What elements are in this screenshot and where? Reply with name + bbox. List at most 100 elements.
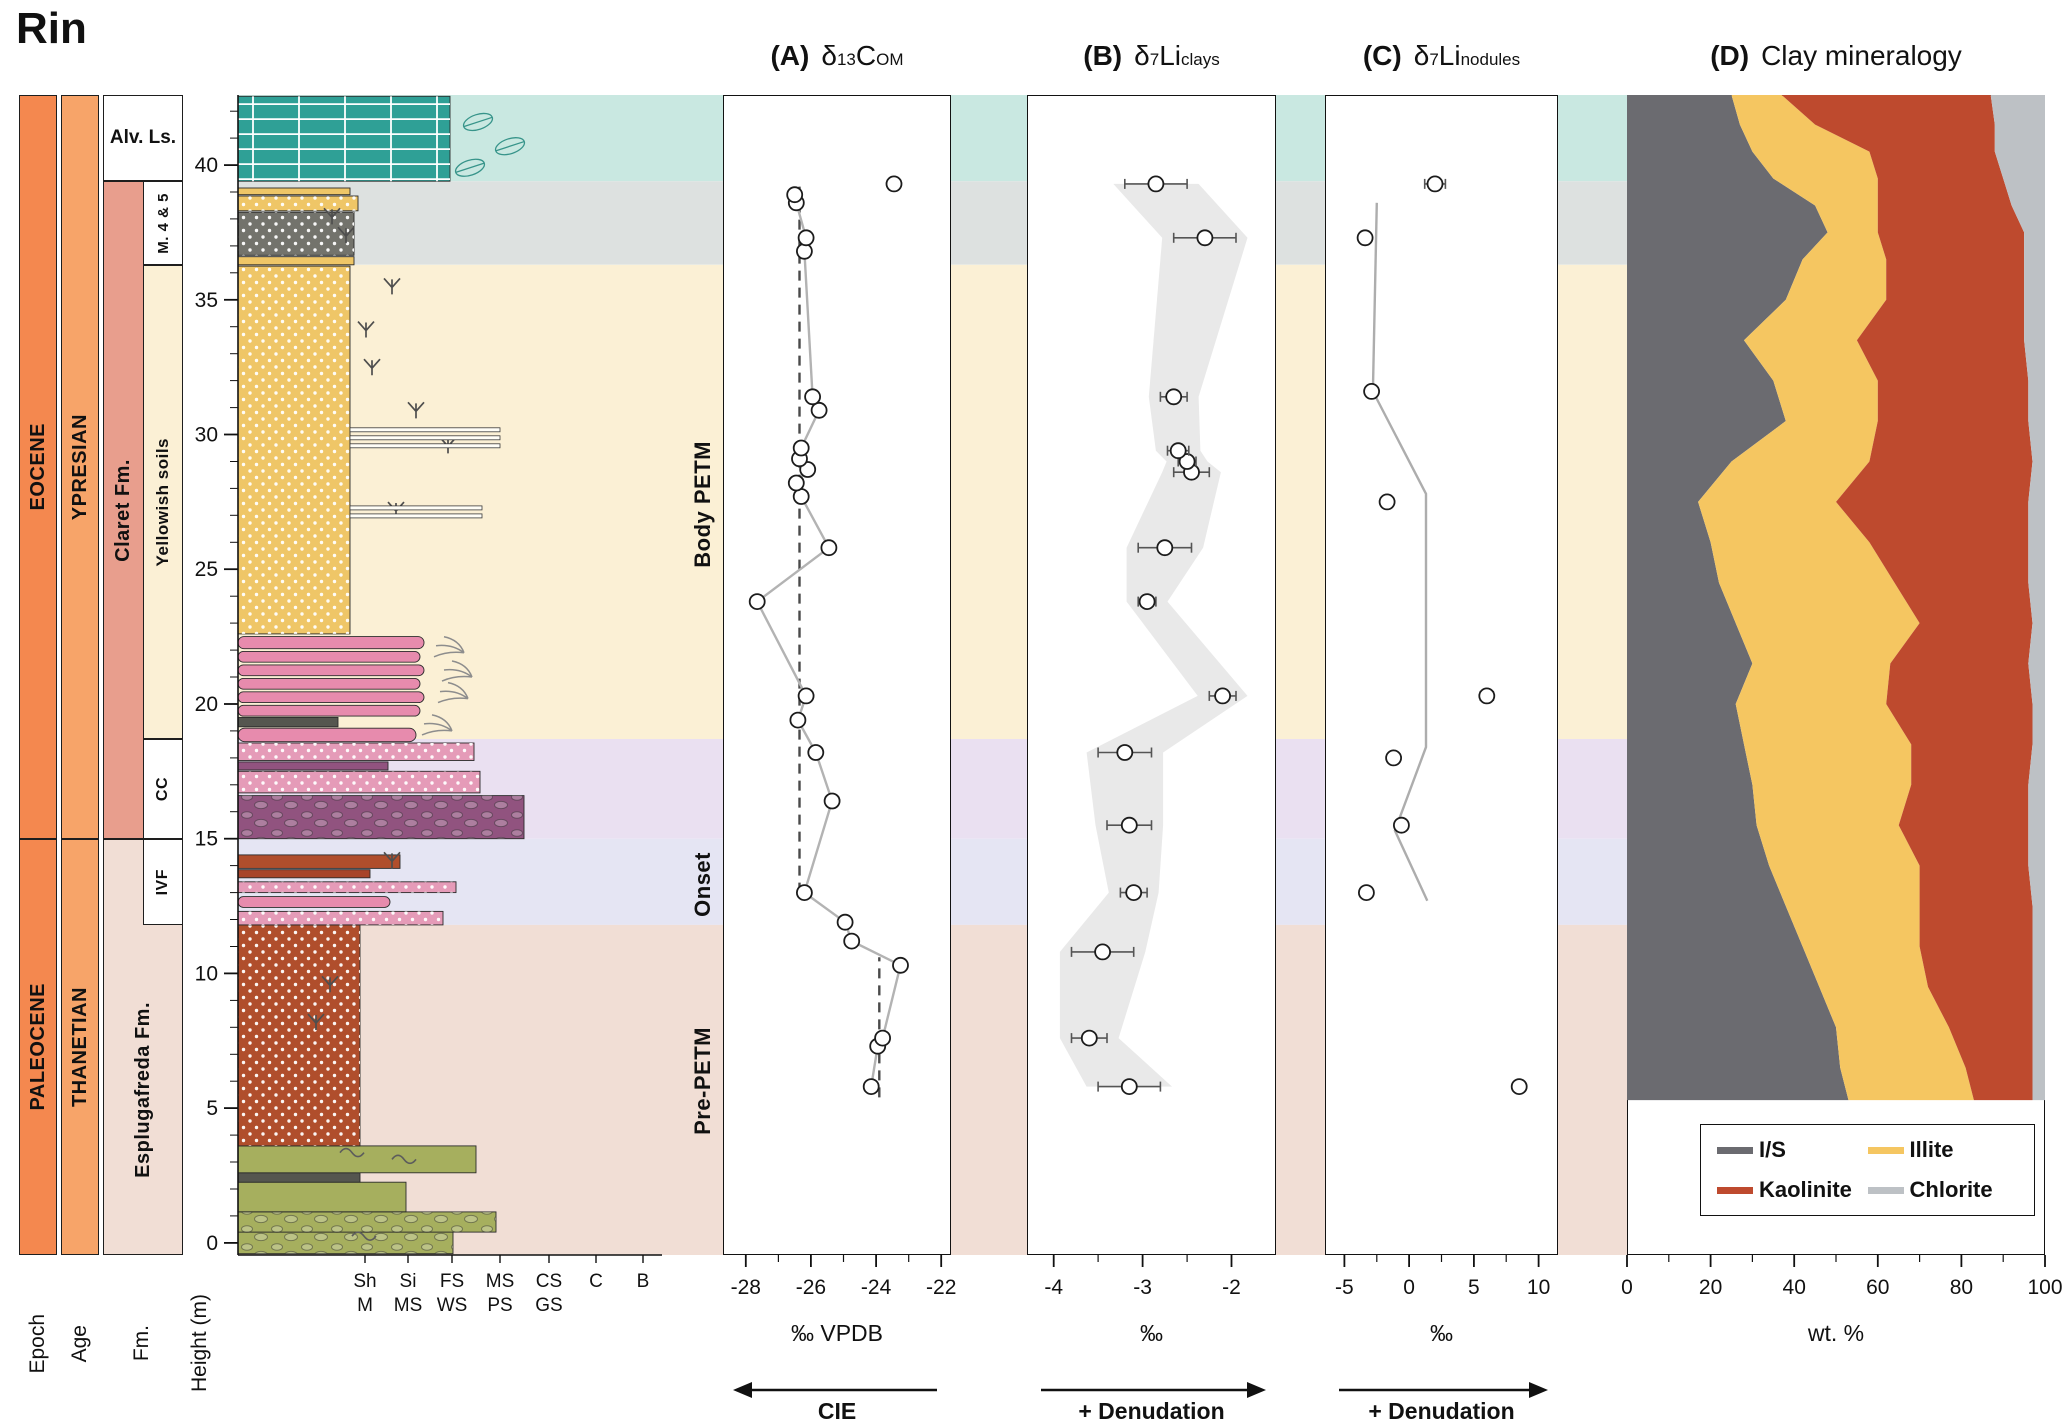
phase-body-petm-label: Body PETM <box>690 441 715 568</box>
member-cc-label: CC <box>154 776 171 802</box>
lith-unit <box>237 636 425 650</box>
plant-trace-icon <box>407 401 425 419</box>
grainsize-label: MS <box>486 1271 515 1292</box>
age-thanetian: THANETIAN <box>61 839 99 1255</box>
plant-trace-icon <box>337 226 355 244</box>
root-tube <box>349 513 483 519</box>
epoch-eocene-label: EOCENE <box>26 423 49 511</box>
legend-label-illite: Illite <box>1909 1137 1954 1162</box>
age-thanetian-label: THANETIAN <box>68 986 91 1108</box>
cie-arrow <box>733 1382 937 1398</box>
grainsize-label: MS <box>394 1295 423 1316</box>
panel-a-tick-label: -22 <box>926 1276 956 1299</box>
leaf-fossil-icon <box>494 137 526 156</box>
grainsize-label: PS <box>487 1295 512 1316</box>
lith-unit <box>237 761 389 771</box>
epoch-axis-caption-text: Epoch <box>26 1313 49 1374</box>
grainsize-label: Sh <box>353 1271 376 1292</box>
age-ypresian-label: YPRESIAN <box>68 413 91 521</box>
panel-c-tag: (C) <box>1362 40 1402 71</box>
panel-c-tick-label: -5 <box>1335 1276 1354 1299</box>
epoch-paleocene-label: PALEOCENE <box>26 983 49 1111</box>
epoch-eocene: EOCENE <box>19 95 57 839</box>
burrow-icon <box>391 1154 417 1165</box>
age-axis-caption-text: Age <box>68 1324 91 1363</box>
denudation-arrow-b <box>1041 1382 1266 1398</box>
formation-esplugafreda-label: Esplugafreda Fm. <box>131 1002 154 1178</box>
panel-b-delta: δ <box>1134 40 1150 71</box>
panel-c-tick-label: 0 <box>1403 1276 1415 1299</box>
lith-unit <box>237 704 421 717</box>
phase-pre-petm: Pre-PETM <box>684 961 722 1201</box>
denudation-arrow-label-c: + Denudation <box>1368 1398 1515 1424</box>
root-tube <box>349 435 501 441</box>
panel-a-axis-unit: ‰ VPDB <box>790 1320 884 1346</box>
panel-a-base: C <box>855 40 877 71</box>
plant-debris-icon <box>433 636 465 658</box>
formation-claret-label: Claret Fm. <box>111 458 134 562</box>
legend-swatch-is <box>1717 1146 1753 1154</box>
lith-unit <box>237 770 481 794</box>
age-ypresian: YPRESIAN <box>61 95 99 839</box>
panel-b-frame <box>1027 95 1276 1255</box>
lith-unit <box>237 1231 454 1255</box>
height-tick-label: 20 <box>195 693 218 716</box>
panel-b-tick-label: -3 <box>1133 1276 1152 1299</box>
lith-unit <box>237 896 391 908</box>
fm-axis-caption: Fm. <box>122 1266 162 1421</box>
panel-a-tag: (A) <box>770 40 810 71</box>
lith-unit <box>237 256 355 266</box>
panel-d-tick-label: 80 <box>1950 1276 1973 1299</box>
panel-b-sup: 7 <box>1149 50 1160 69</box>
plant-trace-icon <box>439 436 457 454</box>
root-tube <box>349 427 501 433</box>
panel-d-base: Clay mineralogy <box>1761 40 1962 71</box>
lith-unit <box>237 211 355 256</box>
legend-swatch-kaolinite <box>1717 1186 1753 1194</box>
plant-trace-icon <box>383 277 401 295</box>
burrow-icon <box>339 1147 365 1158</box>
panel-d-frame <box>1627 95 2045 1255</box>
fm-axis-caption-text: Fm. <box>130 1325 153 1362</box>
panel-d-tag: (D) <box>1710 40 1750 71</box>
lith-unit <box>237 677 421 690</box>
panel-a-frame <box>723 95 951 1255</box>
grainsize-label: WS <box>437 1295 468 1316</box>
lith-unit <box>237 1181 407 1213</box>
height-axis-caption: Height (m) <box>178 1262 222 1424</box>
formation-claret-label-box: Claret Fm. <box>103 181 143 839</box>
height-tick-label: 10 <box>195 962 218 985</box>
age-axis-caption: Age <box>60 1266 100 1421</box>
legend-label-kaolinite: Kaolinite <box>1759 1177 1852 1202</box>
grainsize-label: GS <box>535 1295 562 1316</box>
lith-unit <box>237 881 457 894</box>
plant-trace-icon <box>387 501 405 519</box>
plant-trace-icon <box>323 207 341 225</box>
panel-a-delta: δ <box>821 40 837 71</box>
grainsize-label: C <box>589 1271 603 1292</box>
grainsize-label: FS <box>440 1271 464 1292</box>
panel-d-tick-label: 0 <box>1621 1276 1633 1299</box>
member-ivf: IVF <box>143 839 183 925</box>
cie-arrow-label: CIE <box>817 1398 857 1424</box>
plant-debris-icon <box>421 714 453 736</box>
burrow-icon <box>351 1231 377 1241</box>
lith-unit <box>237 924 361 1147</box>
legend-item-kaolinite: Kaolinite <box>1717 1177 1868 1203</box>
leaf-fossil-icon <box>454 158 486 177</box>
panel-c-sub: nodules <box>1460 50 1521 69</box>
formation-esplugafreda-label-box: Esplugafreda Fm. <box>103 925 183 1255</box>
lith-unit <box>237 1172 361 1183</box>
lith-unit <box>237 727 417 743</box>
height-tick-label: 40 <box>195 154 218 177</box>
panel-b-tag: (B) <box>1083 40 1123 71</box>
member-4-5: M. 4 & 5 <box>143 181 183 265</box>
grainsize-label: CS <box>536 1271 562 1292</box>
root-tube <box>349 443 501 449</box>
legend-label-is: I/S <box>1759 1137 1786 1162</box>
clay-legend: I/S Illite Kaolinite Chlorite <box>1700 1124 2035 1216</box>
plant-debris-icon <box>441 660 473 682</box>
member-yellowish-soils: Yellowish soils <box>143 265 183 739</box>
legend-item-chlorite: Chlorite <box>1867 1177 2019 1203</box>
